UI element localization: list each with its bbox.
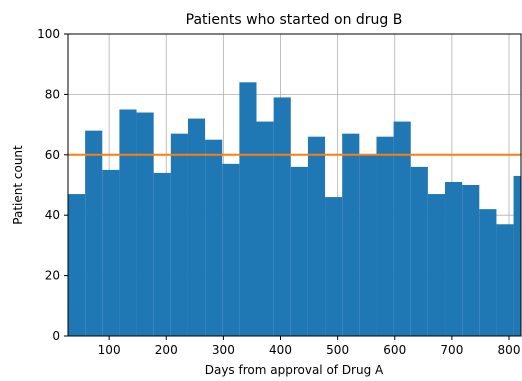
histogram-bar (427, 194, 446, 336)
x-tick-label: 500 (326, 343, 349, 357)
plot-frame (67, 33, 522, 337)
axes-border (67, 33, 522, 337)
x-tick-label: 200 (155, 343, 178, 357)
histogram-bar (102, 169, 120, 336)
x-tick-label: 600 (383, 343, 406, 357)
chart-title: Patients who started on drug B (186, 12, 403, 28)
histogram-bar (187, 118, 206, 336)
histogram-bar (410, 166, 428, 336)
histogram-bar (307, 136, 326, 336)
y-axis-ticks: 0 20 40 60 80 100 (37, 27, 68, 343)
histogram-bar (68, 194, 86, 336)
x-tick-label: 100 (98, 343, 121, 357)
histogram-bar (342, 133, 360, 336)
x-axis-ticks: 100 200 300 400 500 600 700 800 (98, 336, 521, 357)
histogram-bar (325, 197, 343, 336)
x-tick-label: 700 (440, 343, 463, 357)
y-tick-label: 60 (45, 148, 60, 162)
histogram-bar (153, 172, 171, 336)
y-tick-label: 40 (45, 208, 60, 222)
histogram-bar (290, 166, 308, 336)
histogram-bar (273, 97, 291, 336)
x-axis-label: Days from approval of Drug A (205, 363, 384, 377)
histogram-bar (136, 112, 154, 337)
x-tick-label: 400 (269, 343, 292, 357)
histogram-bar (462, 185, 480, 336)
y-tick-label: 80 (45, 87, 60, 101)
x-tick-label: 800 (498, 343, 521, 357)
histogram-bar (445, 181, 463, 336)
histogram-bar (85, 130, 103, 336)
histogram-bar (239, 82, 257, 336)
histogram-bar (256, 121, 274, 336)
x-tick-label: 300 (212, 343, 235, 357)
histogram-bar (479, 209, 497, 336)
y-tick-label: 0 (52, 329, 60, 343)
y-axis-label: Patient count (11, 145, 25, 225)
histogram-bar (359, 154, 377, 336)
histogram-bar (393, 121, 411, 336)
histogram-bar (170, 133, 188, 336)
bars-group (68, 82, 521, 337)
histogram-bar (205, 139, 223, 336)
histogram-bar (376, 136, 394, 336)
histogram-bar (222, 163, 240, 336)
histogram-bar (513, 175, 521, 336)
histogram-bar (119, 109, 137, 336)
y-tick-label: 100 (37, 27, 60, 41)
y-tick-label: 20 (45, 269, 60, 283)
histogram-bar (496, 224, 514, 336)
